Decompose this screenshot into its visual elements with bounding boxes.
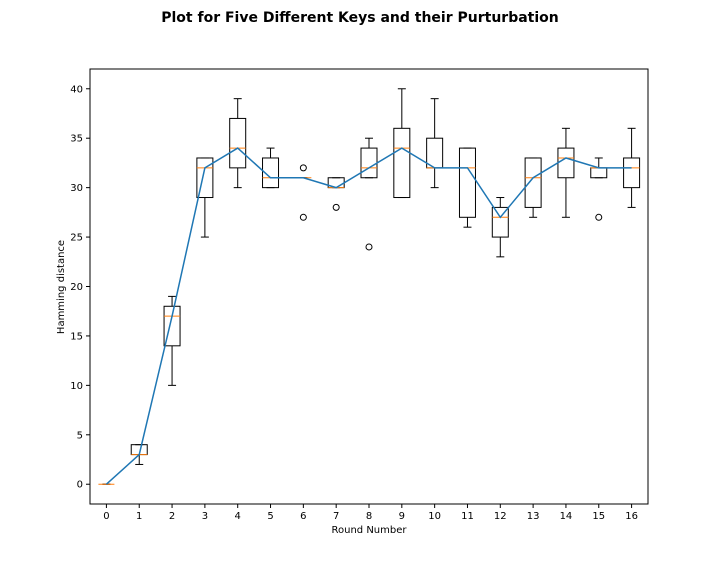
y-tick-label-2: 10 xyxy=(70,381,83,392)
box-13 xyxy=(524,157,542,208)
x-tick-label-13: 13 xyxy=(527,511,540,522)
flier-6-1 xyxy=(299,164,307,172)
x-tick-label-1: 1 xyxy=(136,511,142,522)
box-12 xyxy=(491,206,509,238)
x-tick-label-10: 10 xyxy=(428,511,441,522)
y-tick-label-1: 5 xyxy=(77,430,83,441)
box-9 xyxy=(393,127,411,199)
x-tick-label-8: 8 xyxy=(366,511,372,522)
mean-line xyxy=(105,147,632,485)
x-axis-label: Round Number xyxy=(332,525,408,536)
box-5 xyxy=(262,157,280,189)
x-axis-ticks: 0 1 2 3 4 5 6 7 8 9 10 11 12 13 14 15 16 xyxy=(103,504,638,522)
x-tick-label-3: 3 xyxy=(202,511,208,522)
box-2 xyxy=(163,305,181,347)
x-tick-label-11: 11 xyxy=(461,511,474,522)
x-tick-label-14: 14 xyxy=(560,511,573,522)
y-tick-label-5: 25 xyxy=(70,233,83,244)
x-tick-label-9: 9 xyxy=(399,511,405,522)
x-tick-label-16: 16 xyxy=(625,511,638,522)
x-tick-label-6: 6 xyxy=(300,511,306,522)
flier-8-0 xyxy=(365,243,373,251)
y-tick-label-6: 30 xyxy=(70,183,83,194)
x-tick-label-5: 5 xyxy=(267,511,273,522)
y-tick-label-4: 20 xyxy=(70,282,83,293)
y-axis-label: Hamming distance xyxy=(56,240,67,334)
flier-7-0 xyxy=(332,203,340,211)
y-tick-label-8: 40 xyxy=(70,84,83,95)
box-14 xyxy=(557,147,575,179)
mean-line-group xyxy=(105,147,632,485)
x-tick-label-4: 4 xyxy=(235,511,241,522)
box-16 xyxy=(623,157,641,189)
y-tick-label-3: 15 xyxy=(70,331,83,342)
box-15 xyxy=(590,167,608,179)
x-tick-label-2: 2 xyxy=(169,511,175,522)
flier-6-0 xyxy=(299,213,307,221)
x-tick-label-7: 7 xyxy=(333,511,339,522)
box-group xyxy=(98,88,641,485)
x-tick-label-15: 15 xyxy=(592,511,605,522)
chart-title: Plot for Five Different Keys and their P… xyxy=(161,10,559,26)
box-4 xyxy=(229,117,247,169)
box-10 xyxy=(426,137,444,169)
box-8 xyxy=(360,147,378,179)
x-tick-label-12: 12 xyxy=(494,511,507,522)
box-3 xyxy=(196,157,214,199)
y-tick-label-7: 35 xyxy=(70,134,83,145)
box-11 xyxy=(458,147,476,218)
plot-frame xyxy=(89,68,649,505)
y-axis-ticks: 0 5 10 15 20 25 30 35 40 xyxy=(70,84,90,491)
x-tick-label-0: 0 xyxy=(103,511,109,522)
flier-15-0 xyxy=(595,213,603,221)
y-tick-label-0: 0 xyxy=(77,480,83,491)
